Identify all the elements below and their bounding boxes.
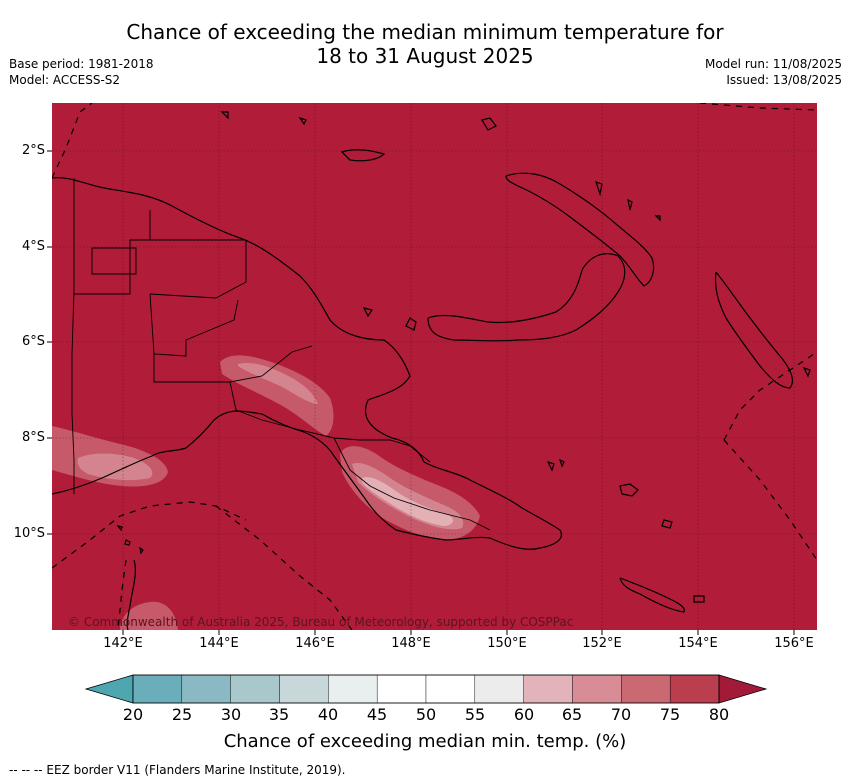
- colorbar-cells: [132, 674, 720, 704]
- png-indonesia-border: [71, 178, 75, 494]
- colorbar-tick-70: 70: [610, 705, 632, 724]
- eez-coral-sea: [215, 505, 353, 630]
- lon-label-152e: 152°E: [582, 636, 622, 651]
- colorbar-tick-40: 40: [317, 705, 339, 724]
- colorbar-tick-60: 60: [513, 705, 535, 724]
- colorbar-tick-25: 25: [171, 705, 193, 724]
- coastlines: [52, 111, 811, 630]
- anomaly-band-cape-york: [120, 601, 178, 630]
- colorbar-cell: [425, 674, 476, 704]
- lon-label-144e: 144°E: [199, 636, 239, 651]
- eez-north-east: [699, 103, 817, 111]
- model-name: Model: ACCESS-S2: [9, 73, 121, 87]
- colorbar-cell: [523, 674, 573, 704]
- colorbar-over-arrow: [718, 674, 768, 704]
- eez-solomon-line: [723, 351, 817, 441]
- eez-east: [723, 439, 817, 561]
- lat-label-4s: 4°S: [21, 239, 45, 254]
- colorbar-tick-80: 80: [708, 705, 730, 724]
- eez-west-north: [52, 103, 93, 179]
- province-boundary-south: [153, 345, 313, 383]
- colorbar-under-arrow: [84, 674, 134, 704]
- lat-label-10s: 10°S: [13, 526, 45, 541]
- colorbar-tick-35: 35: [268, 705, 290, 724]
- milne-bay-islands: [546, 458, 705, 603]
- colorbar-cell: [621, 674, 671, 704]
- colorbar-cell: [376, 674, 427, 704]
- colorbar-tick-65: 65: [561, 705, 583, 724]
- lat-label-2s: 2°S: [21, 143, 45, 158]
- northern-islands: [220, 111, 811, 378]
- lon-label-154e: 154°E: [678, 636, 718, 651]
- colorbar-cell: [474, 674, 524, 704]
- lon-label-142e: 142°E: [103, 636, 143, 651]
- louisiade-archipelago: [619, 577, 685, 613]
- title-line-2: 18 to 31 August 2025: [316, 44, 534, 68]
- base-period: Base period: 1981-2018: [9, 57, 154, 71]
- lon-label-156e: 156°E: [774, 636, 814, 651]
- anomaly-band-west-inner: [77, 453, 153, 481]
- lon-label-146e: 146°E: [295, 636, 335, 651]
- model-info: Base period: 1981-2018 Model: ACCESS-S2: [9, 56, 154, 88]
- run-info: Model run: 11/08/2025 Issued: 13/08/2025: [705, 56, 842, 88]
- colorbar-cell: [132, 674, 183, 704]
- cape-york-coastline: [126, 559, 136, 630]
- colorbar-tick-30: 30: [220, 705, 242, 724]
- colorbar-tick-50: 50: [415, 705, 437, 724]
- colorbar-cell: [181, 674, 231, 704]
- anomaly-band-southeast-core: [362, 477, 453, 526]
- province-boundary-highlands: [91, 239, 247, 299]
- lat-label-8s: 8°S: [21, 430, 45, 445]
- colorbar-cell: [572, 674, 622, 704]
- anomaly-band-highlands: [220, 355, 334, 436]
- torres-strait-islands: [116, 525, 144, 555]
- lat-label-6s: 6°S: [21, 334, 45, 349]
- copyright-credit: © Commonwealth of Australia 2025, Bureau…: [68, 615, 573, 629]
- colorbar: [84, 674, 768, 704]
- axis-ticks: [47, 150, 795, 635]
- map-title: Chance of exceeding the median minimum t…: [0, 20, 850, 68]
- model-run: Model run: 11/08/2025: [704, 57, 842, 71]
- new-guinea-coastline: [52, 177, 562, 550]
- eez-borders: [52, 103, 817, 630]
- title-line-1: Chance of exceeding the median minimum t…: [126, 20, 724, 44]
- new-ireland-coastline: [505, 172, 655, 287]
- manus-island-coastline: [340, 149, 386, 162]
- colorbar-tick-45: 45: [366, 705, 388, 724]
- anomaly-band-highlands-inner: [238, 362, 318, 404]
- colorbar-title: Chance of exceeding median min. temp. (%…: [223, 731, 627, 752]
- new-britain-coastline: [427, 253, 626, 342]
- colorbar-cell: [669, 674, 720, 704]
- probability-field: [52, 103, 817, 630]
- eez-border-note: -- -- -- EEZ border V11 (Flanders Marine…: [9, 763, 346, 777]
- provincial-borders: [71, 178, 491, 531]
- bougainville-coastline: [714, 271, 793, 389]
- colorbar-tick-55: 55: [464, 705, 486, 724]
- lon-label-148e: 148°E: [391, 636, 431, 651]
- colorbar-tick-75: 75: [659, 705, 681, 724]
- colorbar-cell: [279, 674, 329, 704]
- issued-date: Issued: 13/08/2025: [726, 73, 842, 87]
- graticule: [52, 103, 817, 630]
- lon-label-150e: 150°E: [487, 636, 527, 651]
- province-boundary-west: [74, 210, 151, 295]
- map-panel: © Commonwealth of Australia 2025, Bureau…: [52, 103, 817, 630]
- colorbar-cell: [328, 674, 378, 704]
- province-boundary-northern: [333, 437, 491, 531]
- colorbar-cell: [230, 674, 280, 704]
- colorbar-tick-20: 20: [122, 705, 144, 724]
